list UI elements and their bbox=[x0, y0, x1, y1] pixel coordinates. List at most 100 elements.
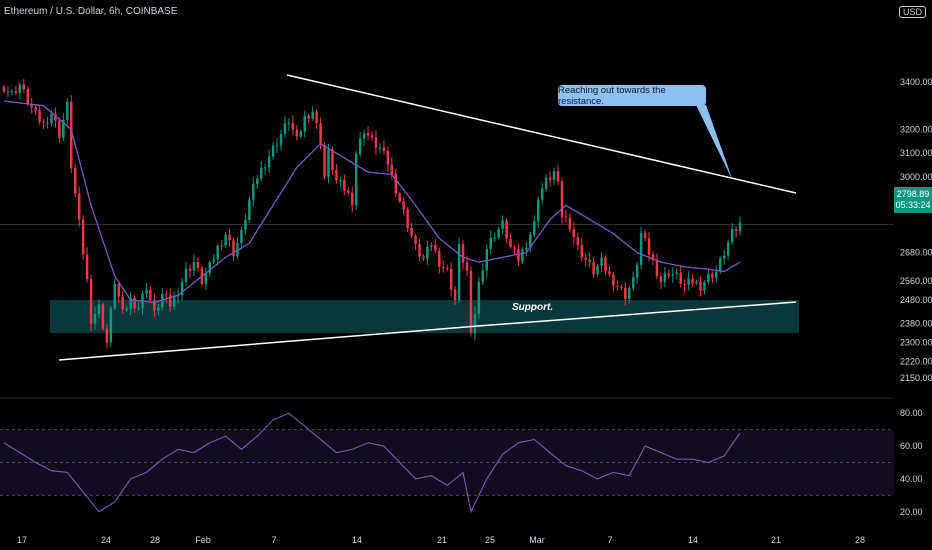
candle-body bbox=[445, 267, 449, 269]
candle-body bbox=[378, 147, 382, 149]
candle-body bbox=[659, 276, 663, 282]
candle-body bbox=[497, 228, 500, 238]
candle-body bbox=[406, 209, 409, 228]
resistance-callout: Reaching out towards the resistance. bbox=[558, 85, 706, 107]
candle-body bbox=[343, 180, 346, 191]
candle-body bbox=[402, 201, 405, 210]
candle-body bbox=[220, 245, 223, 247]
candle-body bbox=[473, 313, 477, 334]
candle-body bbox=[683, 283, 686, 285]
candle-body bbox=[22, 84, 26, 89]
time-tick-label: 17 bbox=[17, 535, 27, 545]
candle-body bbox=[279, 134, 283, 146]
chart-title: Ethereum / U.S. Dollar, 6h, COINBASE bbox=[4, 6, 178, 17]
candle-body bbox=[647, 238, 651, 255]
candle-body bbox=[560, 181, 564, 217]
candle-body bbox=[121, 296, 124, 310]
candle-body bbox=[299, 131, 303, 137]
candle-body bbox=[224, 234, 227, 246]
candle-body bbox=[485, 248, 489, 271]
candle-body bbox=[93, 313, 97, 324]
candle-body bbox=[715, 271, 718, 278]
price-tick-label: 2300.00 bbox=[900, 338, 932, 348]
candle-body bbox=[501, 220, 504, 229]
candle-body bbox=[81, 219, 85, 255]
candle-body bbox=[465, 262, 469, 271]
candle-body bbox=[26, 88, 29, 104]
candle-body bbox=[635, 264, 639, 278]
candle-body bbox=[256, 178, 259, 184]
candle-body bbox=[584, 257, 587, 260]
candle-body bbox=[461, 244, 465, 263]
candle-body bbox=[244, 219, 247, 230]
candle-body bbox=[533, 221, 536, 235]
candle-body bbox=[726, 242, 730, 256]
candle-body bbox=[172, 295, 176, 307]
support-trendline bbox=[58, 325, 479, 361]
candle-body bbox=[449, 268, 453, 290]
candle-body bbox=[457, 244, 461, 300]
candle-body bbox=[509, 238, 512, 247]
time-tick-label: 7 bbox=[271, 535, 276, 545]
candle-body bbox=[366, 133, 370, 136]
candle-body bbox=[588, 259, 591, 262]
time-tick-label: 24 bbox=[101, 535, 111, 545]
candle-body bbox=[513, 246, 516, 250]
candle-body bbox=[339, 180, 342, 182]
candle-body bbox=[592, 261, 595, 275]
candle-body bbox=[631, 277, 635, 289]
resistance-trendline bbox=[286, 74, 797, 194]
candle-body bbox=[671, 273, 674, 276]
candle-body bbox=[14, 91, 18, 93]
rising-support-trendline bbox=[477, 301, 797, 327]
candle-body bbox=[414, 236, 417, 245]
candle-body bbox=[390, 164, 394, 174]
candle-body bbox=[358, 138, 362, 155]
candle-body bbox=[168, 295, 172, 307]
candle-body bbox=[77, 193, 81, 220]
candle-body bbox=[133, 298, 136, 309]
candle-body bbox=[6, 91, 10, 93]
candle-body bbox=[319, 123, 322, 146]
price-tick-label: 3200.00 bbox=[900, 124, 932, 134]
candle-body bbox=[335, 170, 338, 181]
candle-body bbox=[639, 232, 643, 265]
candle-body bbox=[2, 86, 6, 92]
candle-body bbox=[651, 254, 655, 261]
candle-body bbox=[434, 245, 437, 251]
price-tick-label: 3000.00 bbox=[900, 172, 932, 182]
candle-body bbox=[612, 274, 615, 286]
candle-body bbox=[283, 123, 287, 135]
candle-body bbox=[62, 120, 65, 138]
price-tick-label: 3400.00 bbox=[900, 77, 932, 87]
candle-body bbox=[101, 304, 105, 329]
candle-body bbox=[54, 113, 57, 121]
rsi-tick-label: 80.00 bbox=[900, 408, 923, 418]
candle-body bbox=[643, 232, 647, 239]
candle-body bbox=[113, 283, 117, 309]
candle-body bbox=[608, 271, 611, 275]
price-tick-label: 2380.00 bbox=[900, 319, 932, 329]
candle-body bbox=[691, 278, 694, 283]
candle-body bbox=[161, 294, 164, 308]
candle-body bbox=[536, 199, 540, 222]
candle-body bbox=[46, 122, 49, 124]
candle-body bbox=[66, 102, 69, 120]
candle-body bbox=[529, 234, 532, 248]
last-price-value: 2798.89 bbox=[896, 189, 930, 199]
candle-body bbox=[267, 156, 271, 168]
candle-body bbox=[157, 307, 160, 311]
candle-body bbox=[30, 103, 33, 108]
candle-body bbox=[240, 229, 243, 244]
candle-body bbox=[347, 190, 350, 193]
candle-body bbox=[196, 262, 200, 268]
candle-body bbox=[422, 256, 425, 259]
currency-button[interactable]: USD bbox=[898, 6, 926, 18]
candle-body bbox=[556, 171, 560, 182]
candle-body bbox=[38, 110, 41, 122]
candle-body bbox=[149, 289, 152, 300]
candle-body bbox=[153, 300, 156, 311]
candle-body bbox=[703, 282, 706, 291]
candle-body bbox=[722, 255, 726, 259]
